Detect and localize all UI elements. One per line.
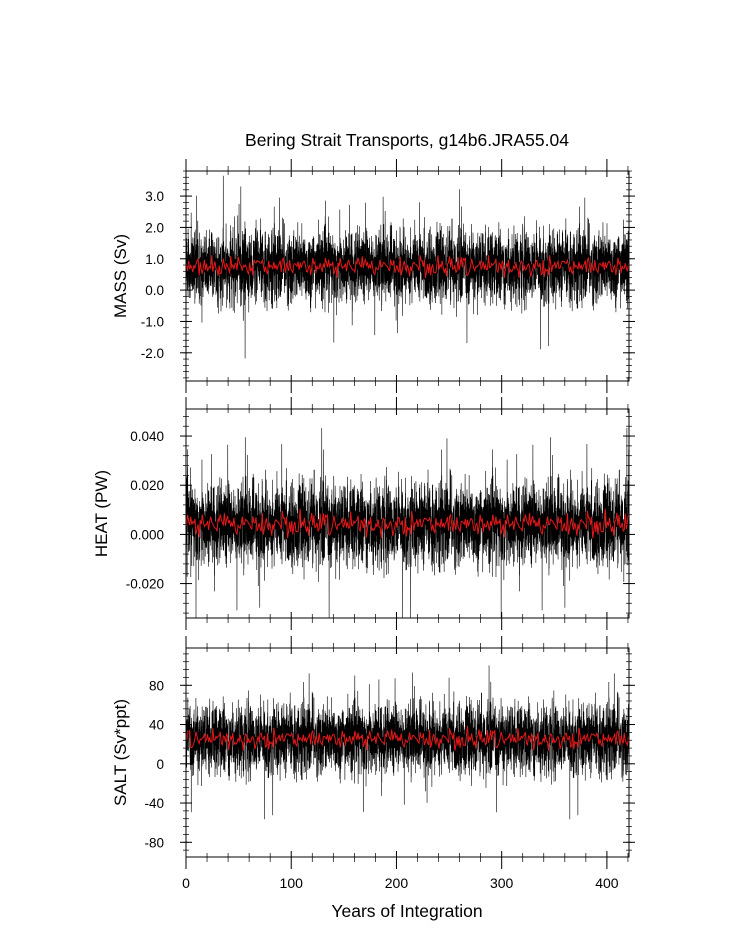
heat-axis-label: HEAT (PW) — [92, 470, 111, 557]
mass-plot-frame — [185, 170, 630, 382]
mass-ytick-label: -1.0 — [141, 314, 164, 329]
heat-ytick-label: 0.020 — [130, 478, 164, 493]
panel-salt: 80 40 0 -40 -80 SALT (Sv*ppt) — [111, 636, 635, 869]
heat-smoothed-line — [186, 508, 629, 539]
panel-heat: 0.040 0.020 0.000 -0.020 HEAT (PW) — [92, 397, 635, 630]
mass-ytick-label: 0.0 — [145, 283, 164, 298]
x-tick-label: 0 — [182, 875, 190, 891]
mass-ytick-label: 1.0 — [145, 252, 164, 267]
chart-title: Bering Strait Transports, g14b6.JRA55.04 — [245, 130, 569, 150]
panel-mass: 3.0 2.0 1.0 0.0 -1.0 -2.0 MASS (Sv) — [111, 159, 635, 393]
x-tick-label: 400 — [595, 875, 619, 891]
salt-axis-label: SALT (Sv*ppt) — [111, 699, 130, 806]
x-tick-label: 100 — [280, 875, 304, 891]
heat-ytick-label: -0.020 — [126, 577, 164, 592]
heat-ticks: 0.040 0.020 0.000 -0.020 — [126, 397, 635, 630]
salt-ytick-label: 0 — [156, 757, 164, 772]
x-tick-labels: 0 100 200 300 400 — [182, 875, 619, 891]
salt-plot-frame — [185, 647, 630, 858]
x-tick-label: 300 — [490, 875, 514, 891]
mass-raw-line — [186, 175, 629, 359]
mass-ytick-label: -2.0 — [141, 346, 164, 361]
x-axis-label: Years of Integration — [331, 901, 482, 921]
heat-ytick-label: 0.000 — [130, 527, 164, 542]
salt-series — [186, 665, 629, 820]
salt-raw-line — [186, 665, 629, 820]
salt-ytick-label: 40 — [149, 718, 164, 733]
salt-smoothed-line — [186, 725, 629, 751]
mass-axis-label: MASS (Sv) — [111, 234, 130, 318]
mass-ytick-label: 3.0 — [145, 189, 164, 204]
salt-ytick-label: -80 — [144, 835, 164, 850]
x-tick-label: 200 — [385, 875, 409, 891]
mass-series — [186, 175, 629, 359]
mass-smoothed-line — [186, 255, 629, 278]
heat-raw-line — [186, 427, 629, 618]
heat-series — [186, 427, 629, 618]
salt-ytick-label: -40 — [144, 796, 164, 811]
mass-ytick-label: 2.0 — [145, 220, 164, 235]
heat-plot-frame — [185, 408, 630, 619]
salt-ytick-label: 80 — [149, 678, 164, 693]
heat-ytick-label: 0.040 — [130, 429, 164, 444]
